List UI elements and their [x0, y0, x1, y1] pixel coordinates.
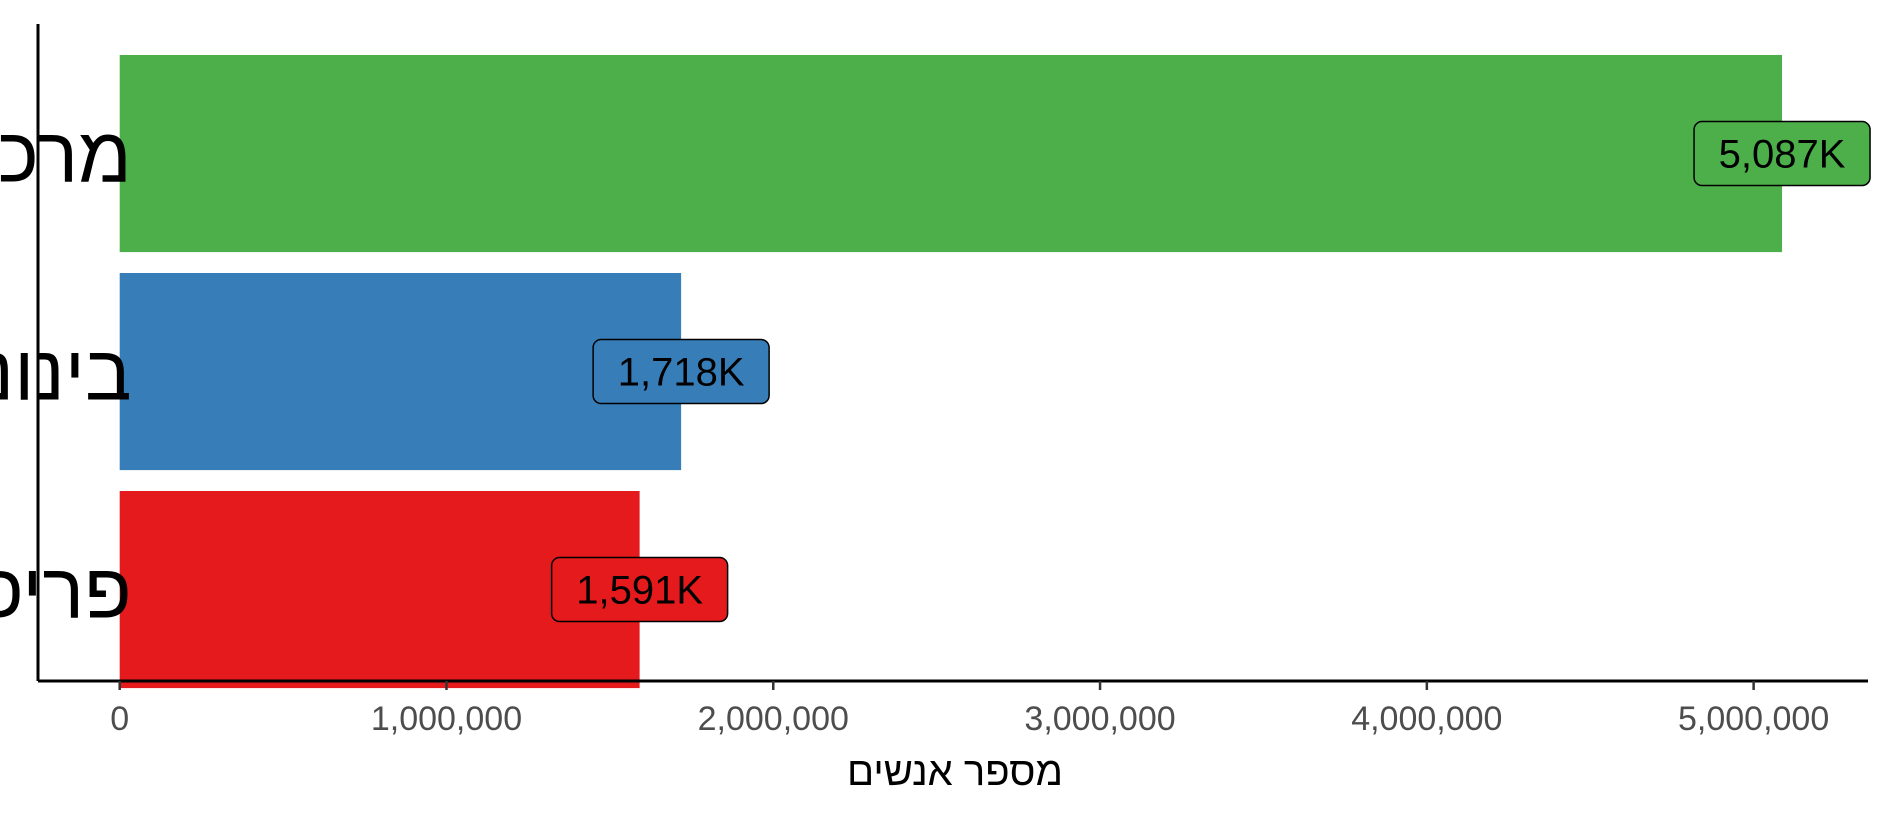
category-label-central: מרכזי [0, 111, 132, 199]
value-labels-group: 5,087K 1,718K 1,591K [550, 120, 1871, 623]
value-label-peripheral: 1,591K [576, 569, 703, 613]
value-label-box-peripheral [550, 556, 729, 623]
value-label-box-intermediate [592, 338, 770, 405]
x-axis-title: מספר אנשים [847, 750, 1063, 794]
x-tick-label: 2,000,000 [698, 700, 849, 738]
value-label-intermediate: 1,718K [618, 351, 745, 395]
x-tick-label: 4,000,000 [1351, 700, 1502, 738]
category-label-peripheral: פריפריאלי [0, 547, 132, 635]
x-tick-label: 5,000,000 [1678, 700, 1829, 738]
x-tick-label: 3,000,000 [1024, 700, 1175, 738]
x-tick-label: 1,000,000 [371, 700, 522, 738]
bar-central [119, 55, 1783, 253]
value-label-central: 5,087K [1719, 133, 1846, 177]
category-labels-group: מרכזי בינוני פריפריאלי [0, 111, 132, 635]
category-label-intermediate: בינוני [0, 329, 132, 417]
value-label-box-central [1693, 120, 1871, 187]
bars-group [119, 55, 1783, 689]
x-tick-label: 0 [110, 700, 129, 738]
bar-intermediate [119, 273, 682, 471]
x-ticks-group: 0 1,000,000 2,000,000 3,000,000 4,000,000 5,0… [110, 681, 1829, 738]
